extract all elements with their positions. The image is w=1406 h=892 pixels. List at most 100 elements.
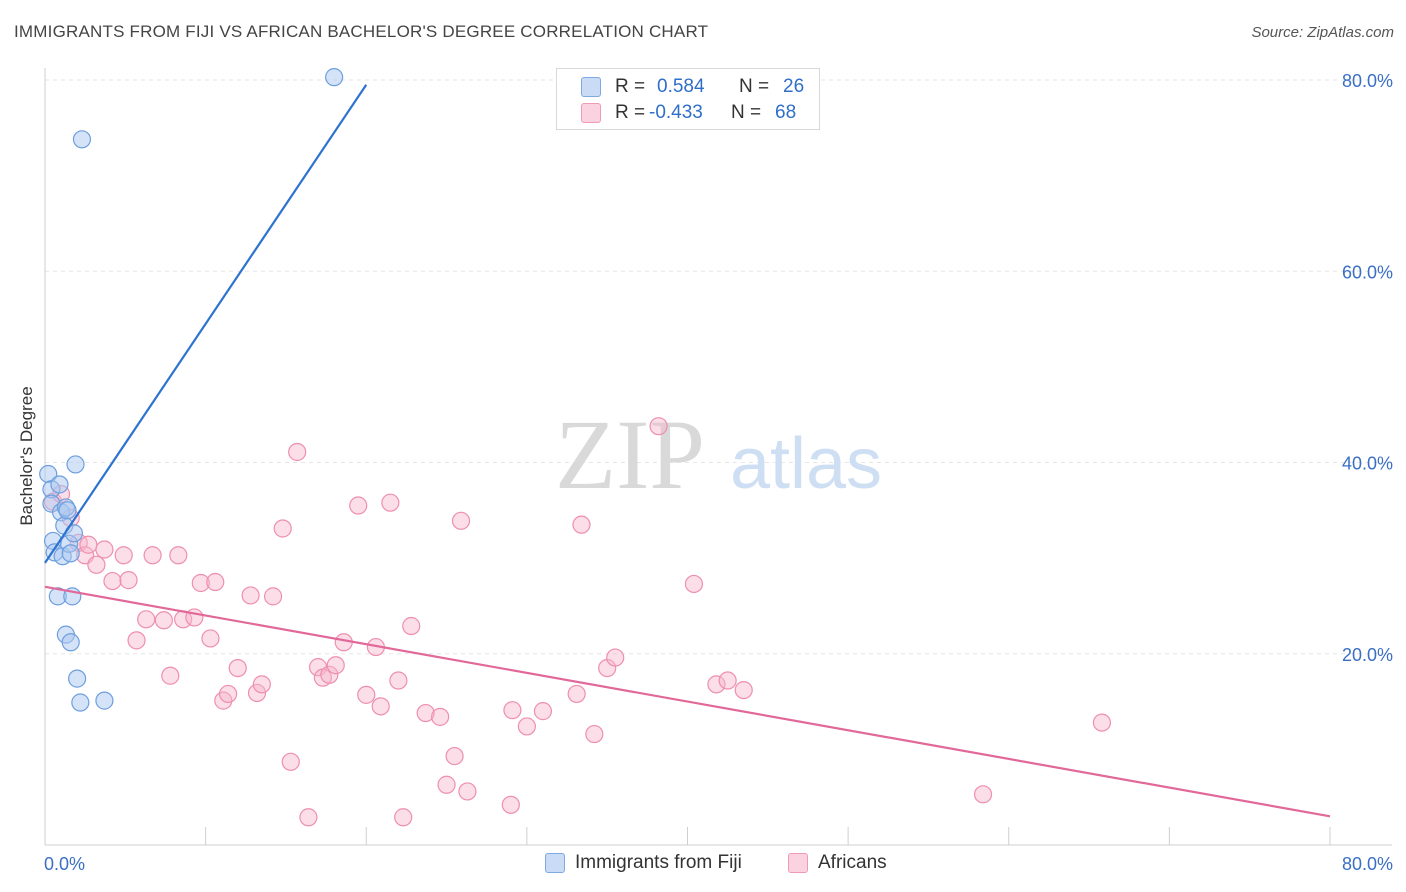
data-point-fiji bbox=[325, 68, 344, 87]
data-point-africans bbox=[416, 703, 435, 723]
data-point-fiji bbox=[71, 693, 90, 712]
data-point-fiji bbox=[95, 691, 114, 710]
data-point-africans bbox=[349, 496, 368, 515]
data-point-africans bbox=[114, 546, 133, 565]
data-point-africans bbox=[252, 675, 271, 694]
axes bbox=[44, 68, 1392, 846]
data-point-africans bbox=[707, 675, 726, 694]
data-point-africans bbox=[95, 540, 114, 559]
trendline-africans bbox=[44, 585, 1331, 818]
data-point-fiji bbox=[61, 633, 80, 652]
data-point-africans bbox=[371, 697, 390, 716]
gridlines bbox=[45, 79, 1392, 655]
r-label: R = bbox=[615, 76, 646, 97]
y-tick-label: 80.0% bbox=[1342, 71, 1393, 91]
watermark-atlas: atlas bbox=[730, 424, 882, 504]
data-point-africans bbox=[585, 724, 604, 744]
data-point-africans bbox=[684, 574, 704, 594]
data-point-africans bbox=[437, 775, 456, 794]
trend-lines bbox=[44, 84, 1331, 818]
data-point-africans bbox=[451, 511, 471, 530]
africans-legend-swatch bbox=[788, 853, 808, 873]
r-value-fiji: 0.584 bbox=[657, 76, 705, 97]
data-point-africans bbox=[389, 671, 408, 690]
tick-labels: 20.0% 40.0% 60.0% 80.0% 0.0% 80.0% bbox=[44, 71, 1393, 874]
n-value-fiji: 26 bbox=[783, 76, 805, 97]
y-tick-label: 40.0% bbox=[1342, 454, 1393, 474]
data-point-africans bbox=[533, 702, 553, 721]
data-point-africans bbox=[501, 795, 520, 814]
data-point-africans bbox=[394, 808, 413, 827]
data-point-africans bbox=[137, 610, 156, 629]
n-value-africans: 68 bbox=[775, 102, 797, 123]
stats-legend: R = 0.584 N = 26 R = -0.433 N = 68 bbox=[556, 68, 820, 130]
data-point-africans bbox=[161, 666, 180, 685]
data-point-africans bbox=[606, 648, 625, 667]
data-point-africans bbox=[326, 656, 345, 675]
data-point-africans bbox=[381, 493, 400, 512]
data-point-africans bbox=[247, 683, 267, 703]
data-point-africans bbox=[718, 671, 737, 690]
watermark-zip: ZIP bbox=[555, 399, 705, 510]
y-tick-label: 20.0% bbox=[1342, 645, 1393, 665]
legend-item-fiji[interactable]: Immigrants from Fiji bbox=[545, 852, 742, 874]
data-point-africans bbox=[127, 631, 146, 650]
data-point-africans bbox=[445, 746, 464, 766]
n-label: N = bbox=[731, 102, 762, 123]
trendline-fiji bbox=[44, 84, 368, 564]
africans-legend-label: Africans bbox=[818, 852, 887, 873]
data-point-africans bbox=[431, 707, 450, 726]
data-point-africans bbox=[273, 519, 292, 538]
y-tick-label: 60.0% bbox=[1342, 262, 1393, 282]
data-point-africans bbox=[320, 665, 339, 684]
data-point-africans bbox=[299, 808, 318, 827]
africans-swatch bbox=[581, 103, 601, 123]
data-point-africans bbox=[201, 629, 220, 648]
data-point-fiji bbox=[58, 501, 77, 520]
data-point-africans bbox=[219, 684, 238, 704]
data-point-africans bbox=[734, 680, 753, 700]
source-note: Source: ZipAtlas.com bbox=[1251, 24, 1394, 41]
fiji-legend-label: Immigrants from Fiji bbox=[575, 852, 742, 873]
data-point-africans bbox=[649, 417, 668, 436]
data-point-africans bbox=[119, 571, 138, 590]
data-point-africans bbox=[191, 573, 210, 593]
data-point-africans bbox=[517, 717, 536, 736]
data-point-africans bbox=[263, 587, 283, 606]
data-point-africans bbox=[572, 515, 591, 534]
r-value-africans: -0.433 bbox=[649, 102, 703, 123]
x-tick-label: 0.0% bbox=[44, 854, 85, 874]
stats-row-africans: R = -0.433 N = 68 bbox=[581, 100, 796, 126]
data-point-africans bbox=[143, 546, 162, 565]
data-point-africans bbox=[281, 752, 300, 771]
r-label: R = bbox=[615, 102, 646, 123]
stats-row-fiji: R = 0.584 N = 26 bbox=[581, 74, 804, 100]
data-point-africans bbox=[503, 701, 522, 720]
fiji-legend-swatch bbox=[545, 853, 565, 873]
data-point-fiji bbox=[66, 455, 85, 474]
data-point-fiji bbox=[61, 544, 80, 563]
x-tick-label: 80.0% bbox=[1342, 854, 1393, 874]
data-point-africans bbox=[402, 616, 421, 636]
y-axis-label: Bachelor's Degree bbox=[17, 386, 36, 526]
data-point-africans bbox=[154, 611, 173, 630]
series-africans bbox=[43, 417, 1112, 827]
watermark: ZIP atlas bbox=[555, 399, 882, 510]
fiji-swatch bbox=[581, 77, 601, 97]
data-point-fiji bbox=[50, 475, 69, 494]
data-point-africans bbox=[288, 442, 307, 462]
data-point-fiji bbox=[68, 669, 87, 688]
data-point-africans bbox=[1092, 713, 1112, 732]
legend-item-africans[interactable]: Africans bbox=[788, 852, 887, 874]
n-label: N = bbox=[739, 76, 770, 97]
data-point-africans bbox=[87, 555, 106, 574]
data-point-fiji bbox=[72, 130, 92, 149]
chart-title: IMMIGRANTS FROM FIJI VS AFRICAN BACHELOR… bbox=[14, 22, 709, 41]
series-fiji bbox=[39, 68, 344, 712]
data-point-africans bbox=[973, 785, 993, 804]
data-point-africans bbox=[169, 546, 188, 565]
data-point-africans bbox=[458, 782, 477, 801]
data-point-africans bbox=[206, 572, 225, 592]
data-point-africans bbox=[567, 684, 586, 704]
